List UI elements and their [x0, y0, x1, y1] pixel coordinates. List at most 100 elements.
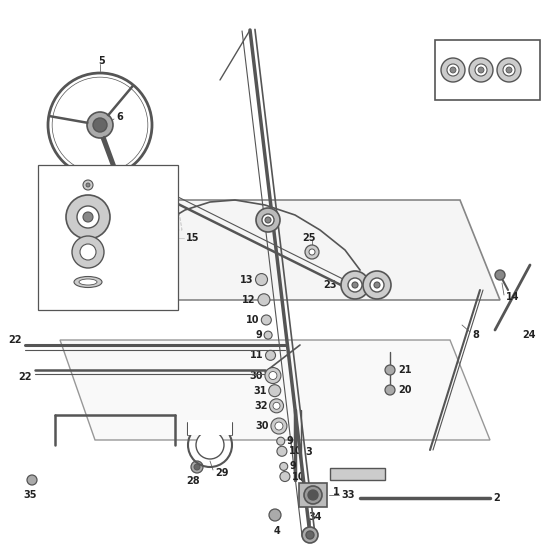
Circle shape — [66, 195, 110, 239]
Text: 8: 8 — [472, 330, 479, 340]
Bar — [299, 483, 327, 507]
Text: 12: 12 — [242, 295, 256, 305]
Bar — [330, 468, 385, 480]
Circle shape — [352, 282, 358, 288]
Text: 35: 35 — [24, 490, 37, 500]
Circle shape — [83, 180, 93, 190]
Circle shape — [264, 331, 272, 339]
Circle shape — [341, 271, 369, 299]
Polygon shape — [80, 200, 500, 300]
Text: 33: 33 — [341, 490, 354, 500]
Circle shape — [302, 527, 318, 543]
Text: 24: 24 — [522, 330, 535, 340]
Text: 22: 22 — [8, 335, 22, 345]
Text: 17: 17 — [108, 277, 122, 287]
Text: 28: 28 — [186, 476, 200, 486]
Circle shape — [304, 486, 322, 504]
Circle shape — [262, 214, 274, 226]
Circle shape — [363, 271, 391, 299]
Text: 27: 27 — [473, 43, 487, 53]
Circle shape — [306, 531, 314, 539]
Circle shape — [265, 367, 281, 384]
Text: 31: 31 — [253, 386, 267, 396]
Circle shape — [277, 446, 287, 456]
Circle shape — [265, 217, 271, 223]
Circle shape — [348, 278, 362, 292]
Circle shape — [385, 365, 395, 375]
Text: 25: 25 — [302, 233, 315, 243]
Bar — [38, 165, 178, 310]
Circle shape — [309, 249, 315, 255]
Circle shape — [447, 64, 459, 76]
Circle shape — [280, 472, 290, 482]
Circle shape — [269, 509, 281, 521]
Circle shape — [269, 371, 277, 380]
Text: 14: 14 — [506, 292, 520, 302]
Polygon shape — [60, 340, 490, 440]
Circle shape — [258, 294, 270, 306]
Text: 10: 10 — [246, 315, 259, 325]
Circle shape — [450, 67, 456, 73]
Text: 9: 9 — [287, 436, 293, 446]
Circle shape — [478, 67, 484, 73]
Circle shape — [83, 212, 93, 222]
Circle shape — [265, 351, 276, 360]
Circle shape — [86, 183, 90, 187]
Circle shape — [275, 422, 283, 430]
Text: 11: 11 — [250, 351, 264, 360]
Text: 3: 3 — [305, 447, 312, 457]
Text: 7: 7 — [148, 215, 155, 225]
Text: 32: 32 — [254, 401, 268, 411]
Circle shape — [280, 463, 288, 470]
Text: 9: 9 — [255, 330, 262, 340]
Text: 13: 13 — [240, 274, 254, 284]
Circle shape — [93, 118, 107, 132]
Text: 16: 16 — [116, 212, 129, 222]
Circle shape — [385, 385, 395, 395]
Text: 30: 30 — [255, 421, 269, 431]
Text: 10: 10 — [289, 446, 302, 456]
Circle shape — [374, 282, 380, 288]
Circle shape — [370, 278, 384, 292]
Text: 9: 9 — [290, 461, 296, 472]
Ellipse shape — [79, 279, 97, 285]
Circle shape — [256, 208, 280, 232]
Text: 26: 26 — [498, 81, 512, 91]
Circle shape — [269, 385, 281, 396]
Text: 6: 6 — [116, 112, 123, 122]
Bar — [188, 420, 232, 435]
Text: 19: 19 — [98, 180, 111, 190]
Circle shape — [506, 67, 512, 73]
Circle shape — [308, 490, 318, 500]
Circle shape — [271, 418, 287, 434]
Text: 22: 22 — [18, 372, 32, 382]
Circle shape — [27, 475, 37, 485]
Circle shape — [196, 431, 224, 459]
Circle shape — [273, 402, 280, 409]
Circle shape — [269, 399, 283, 413]
Circle shape — [441, 58, 465, 82]
Circle shape — [194, 464, 200, 470]
Circle shape — [475, 64, 487, 76]
Text: 15: 15 — [186, 233, 199, 243]
Text: 34: 34 — [308, 512, 322, 522]
Circle shape — [503, 64, 515, 76]
Circle shape — [87, 112, 113, 138]
Circle shape — [495, 270, 505, 280]
Text: 5: 5 — [99, 56, 105, 66]
Circle shape — [72, 236, 104, 268]
Text: 29: 29 — [215, 468, 228, 478]
Circle shape — [497, 58, 521, 82]
Text: 23: 23 — [324, 280, 337, 290]
Text: 4: 4 — [274, 526, 281, 536]
Ellipse shape — [74, 277, 102, 287]
Circle shape — [77, 206, 99, 228]
Circle shape — [191, 461, 203, 473]
Text: 20: 20 — [398, 385, 412, 395]
Circle shape — [262, 315, 272, 325]
Circle shape — [469, 58, 493, 82]
Text: 10: 10 — [292, 472, 305, 482]
Text: 2: 2 — [493, 493, 500, 503]
Text: 1: 1 — [333, 487, 340, 497]
Circle shape — [277, 437, 284, 445]
